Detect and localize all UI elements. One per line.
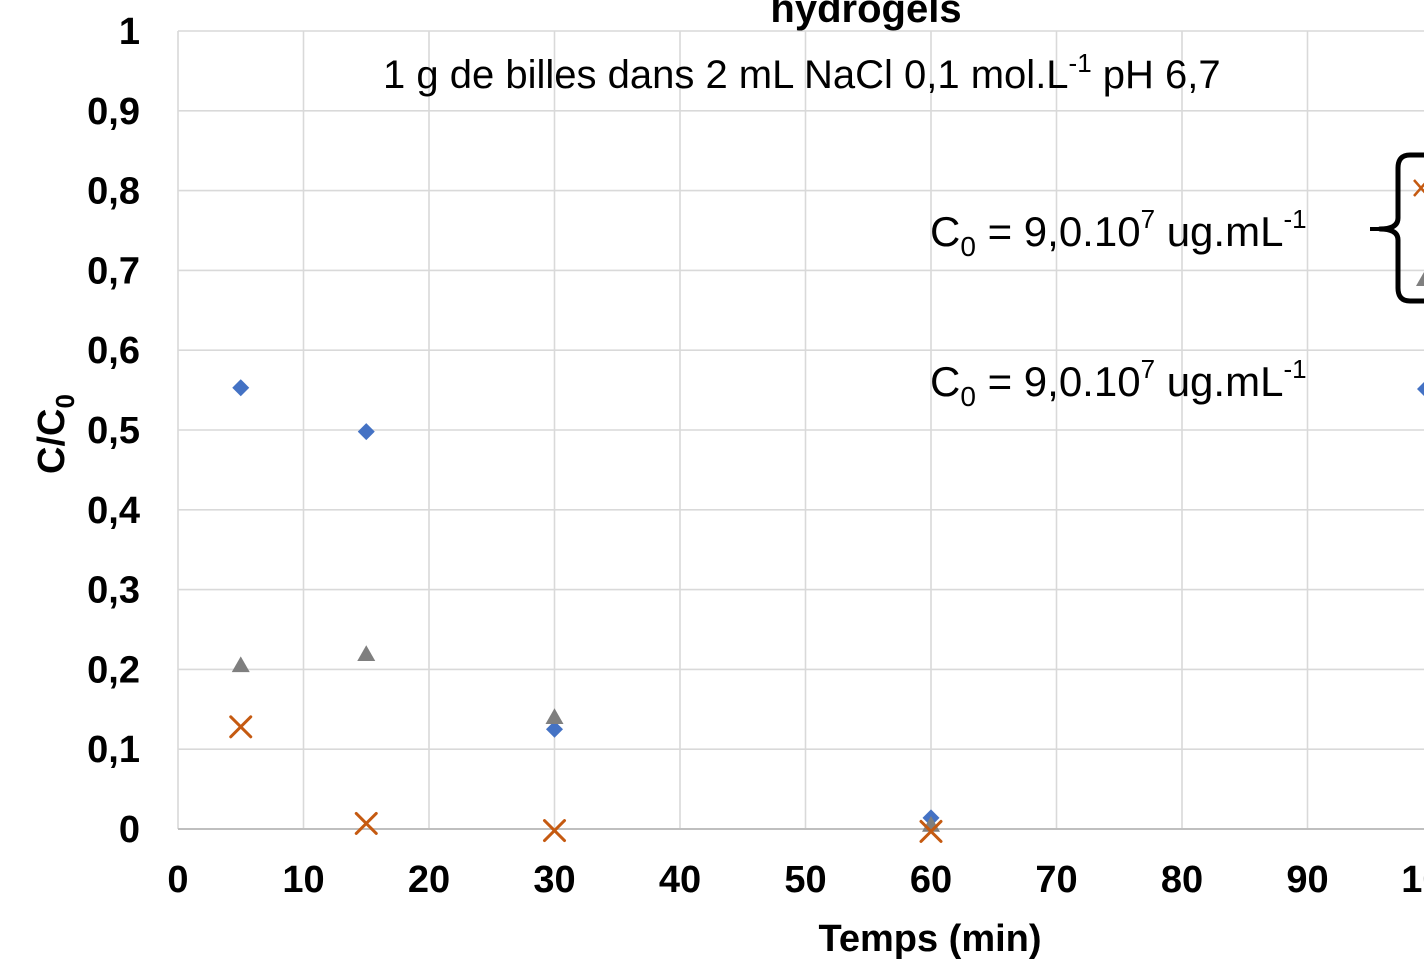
y-tick-label: 0,2 <box>87 649 140 691</box>
x-tick-label: 60 <box>910 859 952 901</box>
data-points <box>229 379 943 843</box>
triangle-point <box>231 656 250 673</box>
y-axis-title: C/C0 <box>31 394 80 474</box>
y-tick-label: 0 <box>119 809 140 851</box>
chart-subtitle-sup: -1 <box>1069 48 1092 78</box>
legend-x-marker <box>1413 179 1424 197</box>
chart-subtitle-after: pH 6,7 <box>1092 53 1221 97</box>
diamond-point <box>357 423 375 441</box>
y-tick-label: 0,8 <box>87 171 140 213</box>
x-axis-title: Temps (min) <box>818 918 1041 960</box>
x-point <box>919 819 943 843</box>
x-tick-label: 70 <box>1035 859 1077 901</box>
x-tick-label: 20 <box>408 859 450 901</box>
x-tick-label: 100 <box>1401 859 1424 901</box>
brace <box>1377 152 1424 304</box>
gridlines <box>177 30 1424 830</box>
diamond-point <box>232 379 250 397</box>
x-tick-label: 80 <box>1161 859 1203 901</box>
y-tick-label: 1 <box>119 11 140 53</box>
legend-triangle-marker <box>1416 272 1424 286</box>
chart-subtitle-text: 1 g de billes dans 2 mL NaCl 0,1 mol.L <box>383 53 1069 97</box>
triangle-point <box>545 708 564 725</box>
tick-labels: 0 10 20 30 40 50 60 70 80 90 100 0 0,1 0,2 0,3 0,4 0,5 0,… <box>87 11 1424 901</box>
annotation-label-lower: C0 = 9,0.107 ug.mL-1 <box>930 354 1307 412</box>
x-tick-label: 50 <box>784 859 826 901</box>
y-tick-label: 0,5 <box>87 410 140 452</box>
svg-text:C0 = 9,0.107 ug.mL-1: C0 = 9,0.107 ug.mL-1 <box>930 354 1307 412</box>
x-point <box>543 819 566 843</box>
svg-text:C0 = 9,0.107 ug.mL-1: C0 = 9,0.107 ug.mL-1 <box>930 204 1307 262</box>
x-tick-label: 40 <box>659 859 701 901</box>
x-tick-label: 10 <box>282 859 324 901</box>
x-tick-label: 30 <box>533 859 575 901</box>
y-tick-label: 0,3 <box>87 570 140 612</box>
annotation-label-upper: C0 = 9,0.107 ug.mL-1 <box>930 204 1307 262</box>
y-tick-label: 0,7 <box>87 250 140 292</box>
chart-title: hydrogels <box>770 0 961 31</box>
x-tick-label: 90 <box>1286 859 1328 901</box>
y-tick-label: 0,9 <box>87 91 140 133</box>
legend-diamond-marker <box>1417 382 1424 396</box>
y-axis-title-sub: 0 <box>50 394 80 408</box>
diamond-point <box>546 720 563 738</box>
legend-partial <box>1413 179 1424 396</box>
triangle-point <box>357 645 376 661</box>
x-point <box>354 811 378 835</box>
x-point <box>229 715 253 739</box>
y-tick-label: 0,6 <box>87 330 140 372</box>
y-axis-title-main: C/C <box>31 409 73 474</box>
y-tick-label: 0,4 <box>87 490 140 532</box>
chart-subtitle: 1 g de billes dans 2 mL NaCl 0,1 mol.L-1… <box>383 48 1221 97</box>
x-tick-label: 0 <box>167 859 188 901</box>
y-tick-label: 0,1 <box>87 729 140 771</box>
